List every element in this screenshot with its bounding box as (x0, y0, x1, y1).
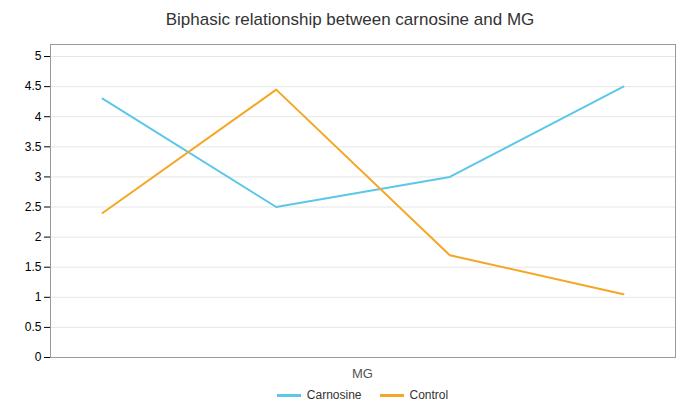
svg-text:3.5: 3.5 (25, 140, 42, 154)
svg-text:3: 3 (35, 170, 42, 184)
svg-text:2: 2 (35, 230, 42, 244)
html-text:Biphasic relationship between: Biphasic relationship between carnosine … (165, 10, 535, 29)
svg-text:0: 0 (35, 350, 42, 364)
svg-text:4: 4 (35, 110, 42, 124)
svg-text:0.5: 0.5 (25, 320, 42, 334)
svg-text:4.5: 4.5 (25, 79, 42, 93)
svg-text:5: 5 (35, 49, 42, 63)
svg-text:1: 1 (35, 290, 42, 304)
svg-text:2.5: 2.5 (25, 200, 42, 214)
svg-text:1.5: 1.5 (25, 260, 42, 274)
html-text:Control: Control (409, 388, 449, 402)
html-text:Carnosine: Carnosine (306, 388, 362, 402)
html-text:MG: MG (352, 366, 373, 381)
